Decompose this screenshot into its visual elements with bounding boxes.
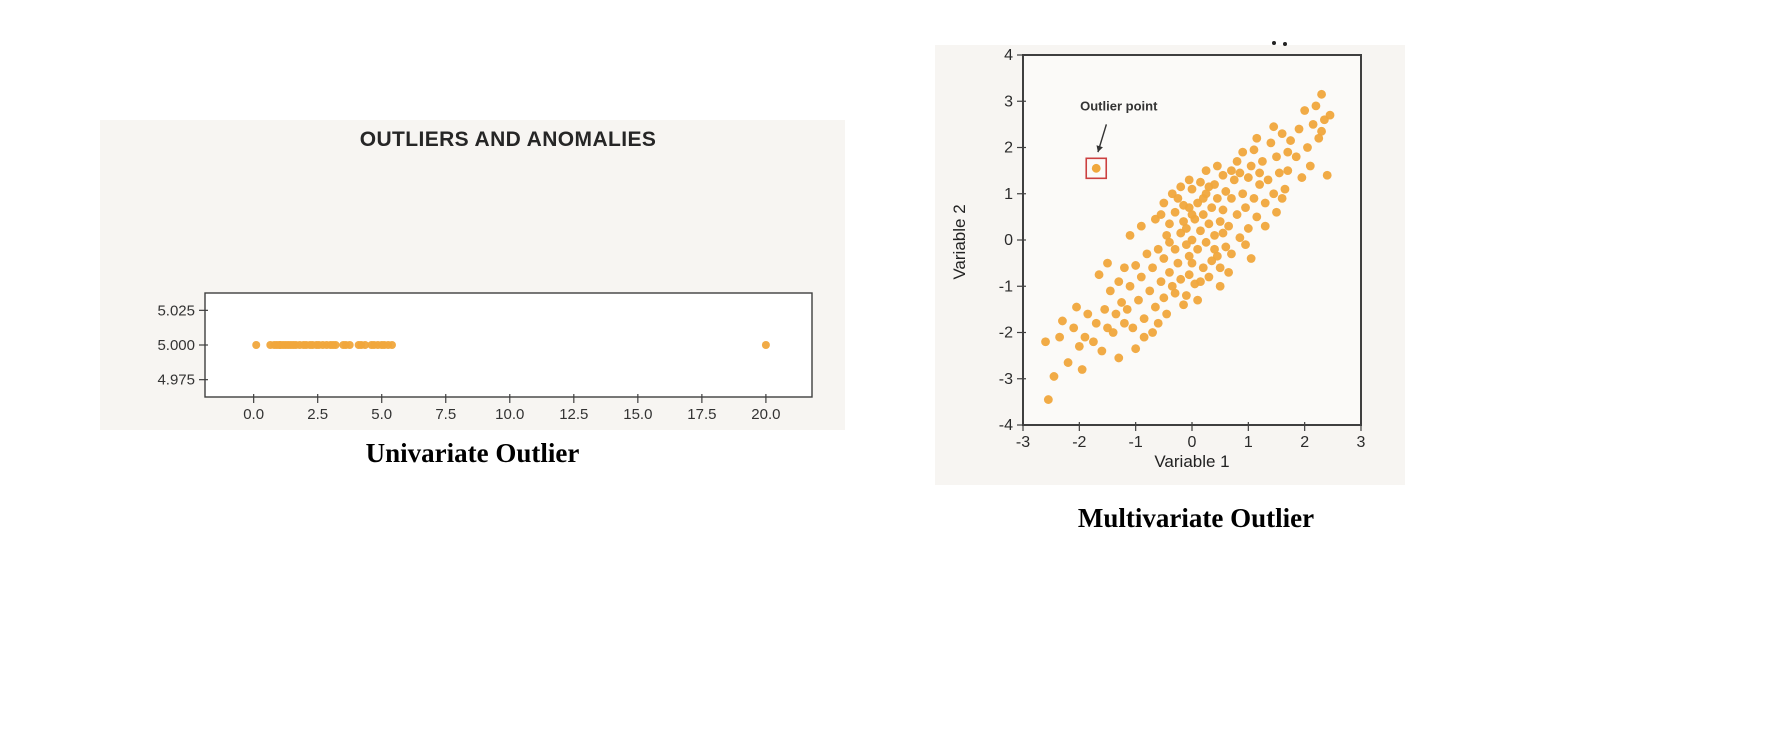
- svg-text:-4: -4: [999, 417, 1013, 434]
- svg-text:-3: -3: [1016, 434, 1030, 451]
- svg-text:3: 3: [1004, 93, 1013, 110]
- svg-text:5.000: 5.000: [157, 337, 195, 354]
- svg-text:0: 0: [1004, 232, 1013, 249]
- univariate-caption: Univariate Outlier: [365, 438, 580, 468]
- svg-text:3: 3: [1357, 434, 1366, 451]
- univariate-chart-title: OUTLIERS AND ANOMALIES: [360, 128, 657, 151]
- svg-text:0.0: 0.0: [243, 406, 264, 423]
- svg-text:0: 0: [1188, 434, 1197, 451]
- svg-text:4.975: 4.975: [157, 372, 195, 389]
- multivariate-chart-panel: Variable 1 Variable 2 -3 -2 -1 0 1 2 3 4 3 2 1 0 -1 -…: [935, 45, 1405, 485]
- y-axis-label: Variable 2: [950, 204, 969, 279]
- svg-text:-2: -2: [999, 325, 1013, 342]
- svg-text:-1: -1: [1129, 434, 1143, 451]
- svg-text:-3: -3: [999, 371, 1013, 388]
- svg-text:2: 2: [1300, 434, 1309, 451]
- multivariate-plot: Variable 1 Variable 2 -3 -2 -1 0 1 2 3 4 3 2 1 0 -1 -…: [950, 47, 1366, 471]
- svg-text:2.5: 2.5: [307, 406, 328, 423]
- svg-text:-1: -1: [999, 278, 1013, 295]
- svg-text:1: 1: [1244, 434, 1253, 451]
- svg-text:Outlier point: Outlier point: [1080, 99, 1158, 114]
- svg-text:4: 4: [1004, 47, 1013, 64]
- x-axis-label: Variable 1: [1154, 452, 1229, 471]
- svg-text:-2: -2: [1072, 434, 1086, 451]
- cropped-text-artifact: [1272, 41, 1276, 45]
- univariate-plot: OUTLIERS AND ANOMALIES 0.0 2.5 5.0 7.5 10.0 1…: [157, 128, 813, 423]
- svg-text:12.5: 12.5: [559, 406, 588, 423]
- svg-text:10.0: 10.0: [495, 406, 524, 423]
- svg-text:15.0: 15.0: [623, 406, 652, 423]
- svg-text:5.025: 5.025: [157, 302, 195, 319]
- univariate-chart-panel: OUTLIERS AND ANOMALIES 0.0 2.5 5.0 7.5 10.0 1…: [100, 120, 845, 430]
- svg-text:20.0: 20.0: [751, 406, 780, 423]
- svg-text:17.5: 17.5: [687, 406, 716, 423]
- svg-text:7.5: 7.5: [435, 406, 456, 423]
- svg-text:2: 2: [1004, 140, 1013, 157]
- multivariate-caption: Multivariate Outlier: [1077, 503, 1315, 533]
- svg-text:5.0: 5.0: [371, 406, 392, 423]
- svg-text:1: 1: [1004, 186, 1013, 203]
